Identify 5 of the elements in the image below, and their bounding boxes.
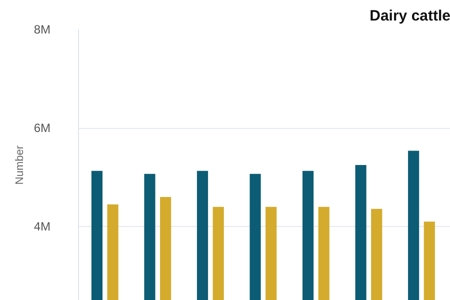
y-axis-title: Number	[14, 145, 26, 185]
chart-title: Dairy cattle	[370, 8, 450, 24]
y-tick-label: 8M	[34, 22, 51, 36]
y-tick-label: 4M	[34, 220, 51, 234]
y-tick-label: 6M	[34, 121, 51, 136]
